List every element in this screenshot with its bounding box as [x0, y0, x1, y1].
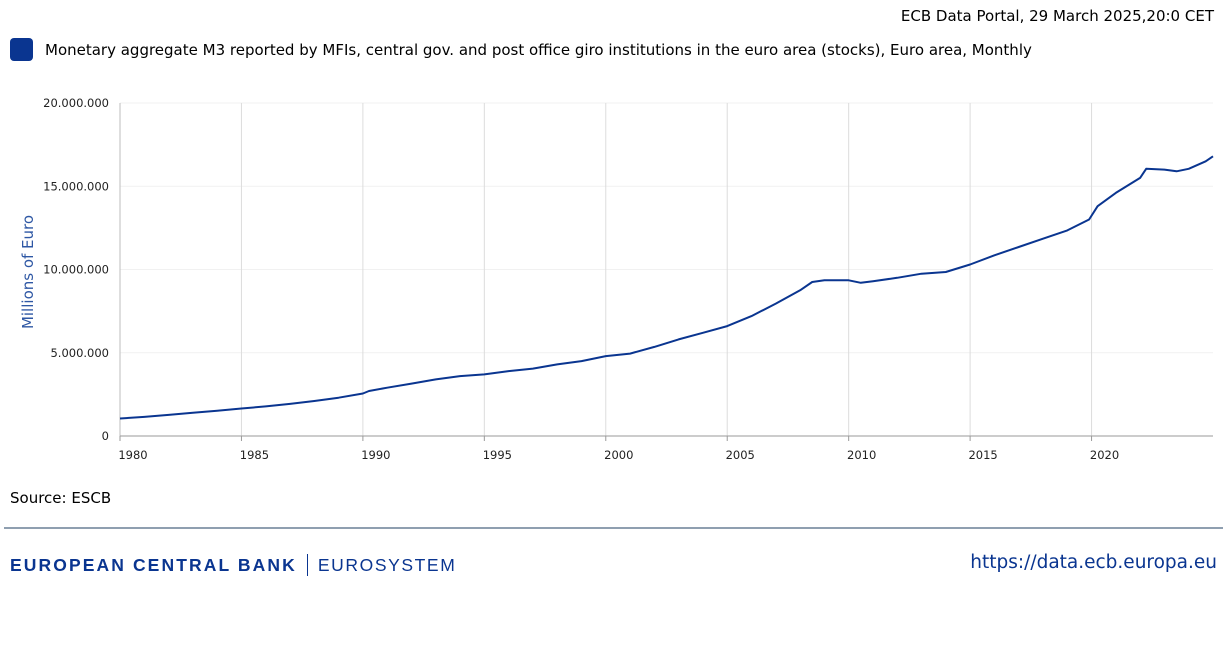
chart-timestamp: ECB Data Portal, 29 March 2025,20:0 CET [900, 7, 1214, 25]
x-axis-ticks: 1980 1985 1990 1995 2000 2005 2010 2015 2020 [118, 436, 1119, 462]
x-tick-label: 1995 [483, 448, 512, 462]
chart-gridlines [120, 102, 1213, 436]
brand-sub-text: EUROSYSTEM [317, 554, 457, 575]
x-tick-label: 2020 [1090, 448, 1119, 462]
m3-line-chart: 0 5.000.000 10.000.000 15.000.000 20.000.000… [19, 96, 1214, 462]
y-tick-label: 10.000.000 [43, 263, 109, 277]
x-tick-label: 2010 [847, 448, 876, 462]
ecb-logo: EUROPEAN CENTRAL BANK EUROSYSTEM [10, 554, 456, 576]
x-tick-label: 1985 [240, 448, 269, 462]
brand-main-text: EUROPEAN CENTRAL BANK [10, 554, 297, 575]
legend[interactable]: Monetary aggregate M3 reported by MFIs, … [10, 38, 1032, 61]
y-tick-label: 5.000.000 [50, 346, 109, 360]
ecb-data-portal-link[interactable]: https://data.ecb.europa.eu [970, 552, 1217, 573]
chart-axes [119, 103, 1213, 437]
legend-swatch-icon[interactable] [10, 38, 33, 61]
series-line-m3[interactable] [119, 155, 1214, 420]
source-note: Source: ESCB [10, 489, 112, 507]
footer-divider [4, 527, 1223, 529]
x-tick-label: 2005 [726, 448, 755, 462]
y-axis-label: Millions of Euro [19, 215, 37, 329]
y-tick-label: 0 [102, 429, 109, 443]
legend-label[interactable]: Monetary aggregate M3 reported by MFIs, … [45, 40, 1032, 59]
x-tick-label: 2000 [604, 448, 633, 462]
y-tick-label: 20.000.000 [43, 96, 109, 110]
y-axis-ticks: 0 5.000.000 10.000.000 15.000.000 20.000.000 [43, 96, 109, 443]
x-tick-label: 1990 [361, 448, 390, 462]
x-tick-label: 1980 [118, 448, 147, 462]
x-tick-label: 2015 [968, 448, 997, 462]
brand-separator [306, 554, 308, 576]
y-tick-label: 15.000.000 [43, 179, 109, 193]
